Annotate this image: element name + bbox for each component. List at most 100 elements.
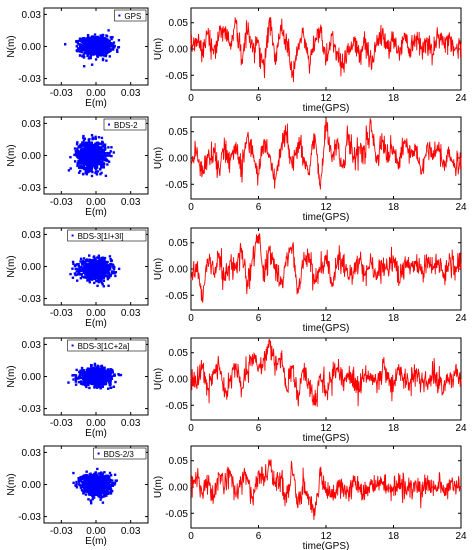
scatter-point (100, 267, 103, 270)
scatter-point (99, 147, 103, 150)
scatter-point (98, 478, 102, 481)
x-tick-label: 6 (256, 423, 262, 434)
scatter-point (81, 144, 84, 147)
scatter-point (109, 484, 113, 487)
scatter-point (67, 381, 70, 384)
scatter-point (110, 489, 114, 493)
scatter-point (88, 36, 91, 40)
scatter-point (76, 151, 80, 155)
scatter-point (74, 267, 77, 271)
scatter-point (83, 480, 86, 483)
scatter-point (101, 385, 104, 388)
scatter-point (98, 162, 102, 165)
x-tick-label: 0.03 (121, 88, 141, 99)
bds23-scatter-panel: -0.03 0.00 0.03-0.030.000.03E(m)N(m)BDS-2/… (6, 445, 149, 547)
scatter-point (96, 266, 100, 269)
scatter-point (97, 278, 101, 281)
scatter-point (78, 267, 82, 270)
scatter-point (102, 381, 105, 384)
scatter-point (88, 274, 91, 278)
scatter-point (79, 380, 83, 383)
scatter-point (101, 57, 105, 61)
x-axis-label: E(m) (85, 207, 107, 218)
scatter-point (69, 167, 72, 170)
scatter-point (88, 270, 92, 274)
scatter-point (79, 146, 82, 149)
scatter-point (106, 275, 109, 278)
scatter-point (84, 275, 87, 278)
scatter-point (88, 254, 91, 257)
scatter-point (100, 150, 103, 153)
scatter-point (94, 44, 98, 48)
scatter-point (92, 378, 95, 381)
scatter-point (117, 39, 121, 42)
scatter-point (101, 156, 105, 159)
scatter-point (102, 270, 105, 274)
scatter-point (107, 487, 111, 490)
scatter-point (113, 481, 117, 485)
scatter-point (92, 495, 95, 499)
scatter-point (85, 151, 89, 154)
scatter-point (82, 148, 85, 152)
scatter-point (97, 480, 100, 484)
scatter-point (100, 275, 103, 278)
scatter-point (92, 482, 95, 486)
scatter-point (95, 274, 98, 278)
scatter-point (86, 379, 89, 382)
scatter-point (96, 35, 99, 39)
x-tick-label: 18 (388, 93, 400, 104)
scatter-point (96, 382, 99, 385)
scatter-point (93, 269, 97, 273)
scatter-point (104, 264, 107, 268)
scatter-point (87, 370, 90, 373)
scatter-point (97, 37, 101, 41)
scatter-point (98, 53, 102, 57)
x-tick-label: 6 (256, 531, 262, 542)
scatter-point (91, 274, 94, 278)
scatter-point (102, 39, 105, 43)
scatter-point (101, 367, 104, 370)
scatter-point (100, 166, 103, 169)
scatter-point (93, 370, 96, 373)
scatter-point (78, 483, 82, 487)
y-tick-label: -0.03 (18, 294, 41, 305)
legend-box (103, 118, 147, 131)
scatter-point (87, 486, 90, 489)
scatter-point (77, 262, 80, 266)
scatter-point (87, 50, 91, 54)
scatter-point (100, 373, 103, 376)
scatter-point (105, 489, 109, 492)
scatter-point (90, 174, 94, 178)
scatter-point (100, 45, 104, 48)
scatter-point (92, 44, 96, 47)
scatter-point (87, 164, 90, 167)
scatter-point (75, 270, 78, 273)
scatter-point (85, 148, 89, 151)
x-tick-label: -0.03 (50, 526, 73, 537)
scatter-point (96, 488, 100, 492)
y-tick-label: 0.00 (22, 372, 42, 383)
scatter-point (104, 50, 107, 53)
scatter-point (77, 375, 81, 379)
scatter-point (91, 369, 94, 372)
scatter-point (95, 369, 98, 372)
scatter-point (91, 49, 94, 53)
scatter-point (87, 368, 90, 371)
scatter-point (83, 142, 86, 145)
scatter-point (75, 142, 79, 146)
scatter-point (96, 40, 99, 44)
x-tick-label: -0.03 (50, 197, 73, 208)
scatter-point (98, 266, 101, 270)
x-axis-label: time(GPS) (303, 323, 350, 334)
scatter-point (101, 162, 105, 166)
scatter-point (81, 49, 85, 52)
scatter-point (108, 255, 112, 258)
scatter-point (90, 145, 93, 148)
scatter-point (74, 376, 77, 379)
scatter-point (86, 54, 89, 57)
scatter-point (99, 49, 103, 53)
scatter-point (83, 137, 87, 140)
scatter-point (83, 51, 86, 55)
scatter-point (86, 50, 89, 53)
